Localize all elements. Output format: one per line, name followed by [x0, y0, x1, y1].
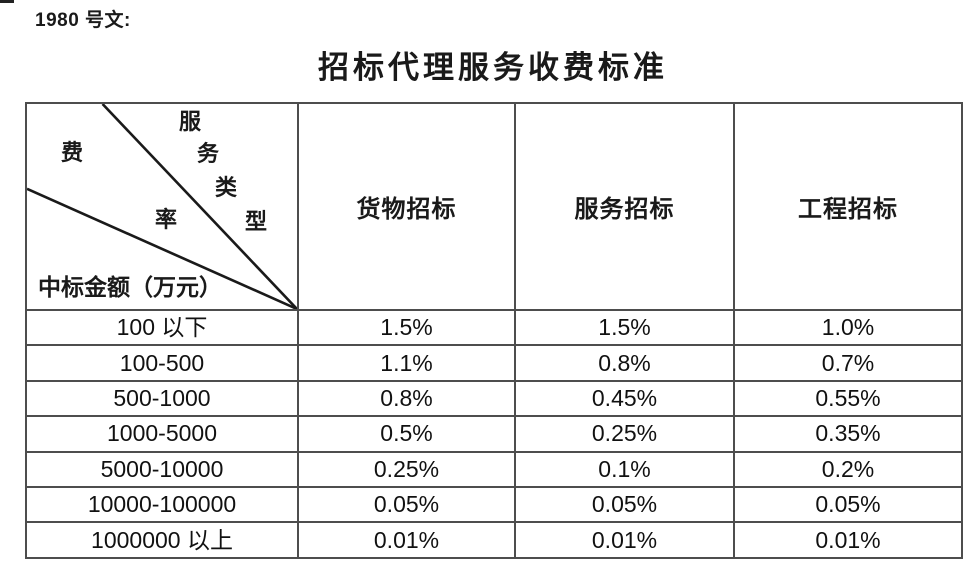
corner-service-type-char-3: 类 — [215, 175, 238, 200]
rate-value-cell: 0.25% — [514, 415, 735, 453]
amount-range-cell: 1000000 以上 — [25, 521, 299, 559]
table-row: 10000-100000 0.05% 0.05% 0.05% — [25, 485, 963, 524]
rate-value-cell: 0.25% — [297, 450, 516, 488]
column-header-goods-bidding: 货物招标 — [297, 102, 516, 311]
rate-value-cell: 1.1% — [297, 344, 516, 382]
rate-value-cell: 1.5% — [514, 308, 735, 347]
corner-service-type-char-1: 服 — [179, 109, 202, 134]
rate-value-cell: 0.35% — [733, 415, 963, 453]
corner-service-type-char-4: 型 — [245, 209, 268, 234]
rate-value-cell: 0.55% — [733, 379, 963, 418]
rate-value-cell: 0.45% — [514, 379, 735, 418]
table-row: 1000-5000 0.5% 0.25% 0.35% — [25, 415, 963, 453]
table-row: 100 以下 1.5% 1.5% 1.0% — [25, 308, 963, 347]
rate-value-cell: 0.05% — [297, 485, 516, 524]
table-row: 1000000 以上 0.01% 0.01% 0.01% — [25, 521, 963, 559]
table-body: 100 以下 1.5% 1.5% 1.0% 100-500 1.1% 0.8% 0.7% 500… — [25, 308, 963, 559]
rate-value-cell: 1.0% — [733, 308, 963, 347]
column-header-works-bidding: 工程招标 — [733, 102, 963, 311]
diagonal-divider-lines — [28, 105, 296, 308]
table-row: 5000-10000 0.25% 0.1% 0.2% — [25, 450, 963, 488]
rate-value-cell: 0.8% — [514, 344, 735, 382]
document-number: 1980 号文: — [35, 10, 131, 31]
rate-value-cell: 0.01% — [514, 521, 735, 559]
rate-value-cell: 0.5% — [297, 415, 516, 453]
table-row: 100-500 1.1% 0.8% 0.7% — [25, 344, 963, 382]
fee-standard-table: 服 务 类 型 费 率 中标金额（万元） 货物招标 服务招标 工程招标 100 … — [25, 102, 963, 559]
corner-service-type-char-2: 务 — [197, 141, 220, 166]
amount-range-cell: 1000-5000 — [25, 415, 299, 453]
rate-value-cell: 0.7% — [733, 344, 963, 382]
amount-range-cell: 100-500 — [25, 344, 299, 382]
table-header-row: 服 务 类 型 费 率 中标金额（万元） 货物招标 服务招标 工程招标 — [25, 102, 963, 311]
amount-range-cell: 100 以下 — [25, 308, 299, 347]
amount-range-cell: 5000-10000 — [25, 450, 299, 488]
scan-artifact-mark — [0, 0, 14, 3]
page-title: 招标代理服务收费标准 — [318, 50, 668, 85]
rate-value-cell: 0.05% — [514, 485, 735, 524]
rate-value-cell: 0.1% — [514, 450, 735, 488]
rate-value-cell: 0.8% — [297, 379, 516, 418]
rate-value-cell: 0.2% — [733, 450, 963, 488]
rate-value-cell: 1.5% — [297, 308, 516, 347]
table-corner-header-cell: 服 务 类 型 费 率 中标金额（万元） — [25, 102, 299, 311]
column-header-services-bidding: 服务招标 — [514, 102, 735, 311]
rate-value-cell: 0.01% — [297, 521, 516, 559]
table-row: 500-1000 0.8% 0.45% 0.55% — [25, 379, 963, 418]
corner-rate-char-2: 率 — [155, 207, 178, 232]
amount-range-cell: 10000-100000 — [25, 485, 299, 524]
corner-award-amount-label: 中标金额（万元） — [38, 275, 222, 300]
rate-value-cell: 0.05% — [733, 485, 963, 524]
amount-range-cell: 500-1000 — [25, 379, 299, 418]
rate-value-cell: 0.01% — [733, 521, 963, 559]
corner-rate-char-1: 费 — [61, 140, 84, 165]
